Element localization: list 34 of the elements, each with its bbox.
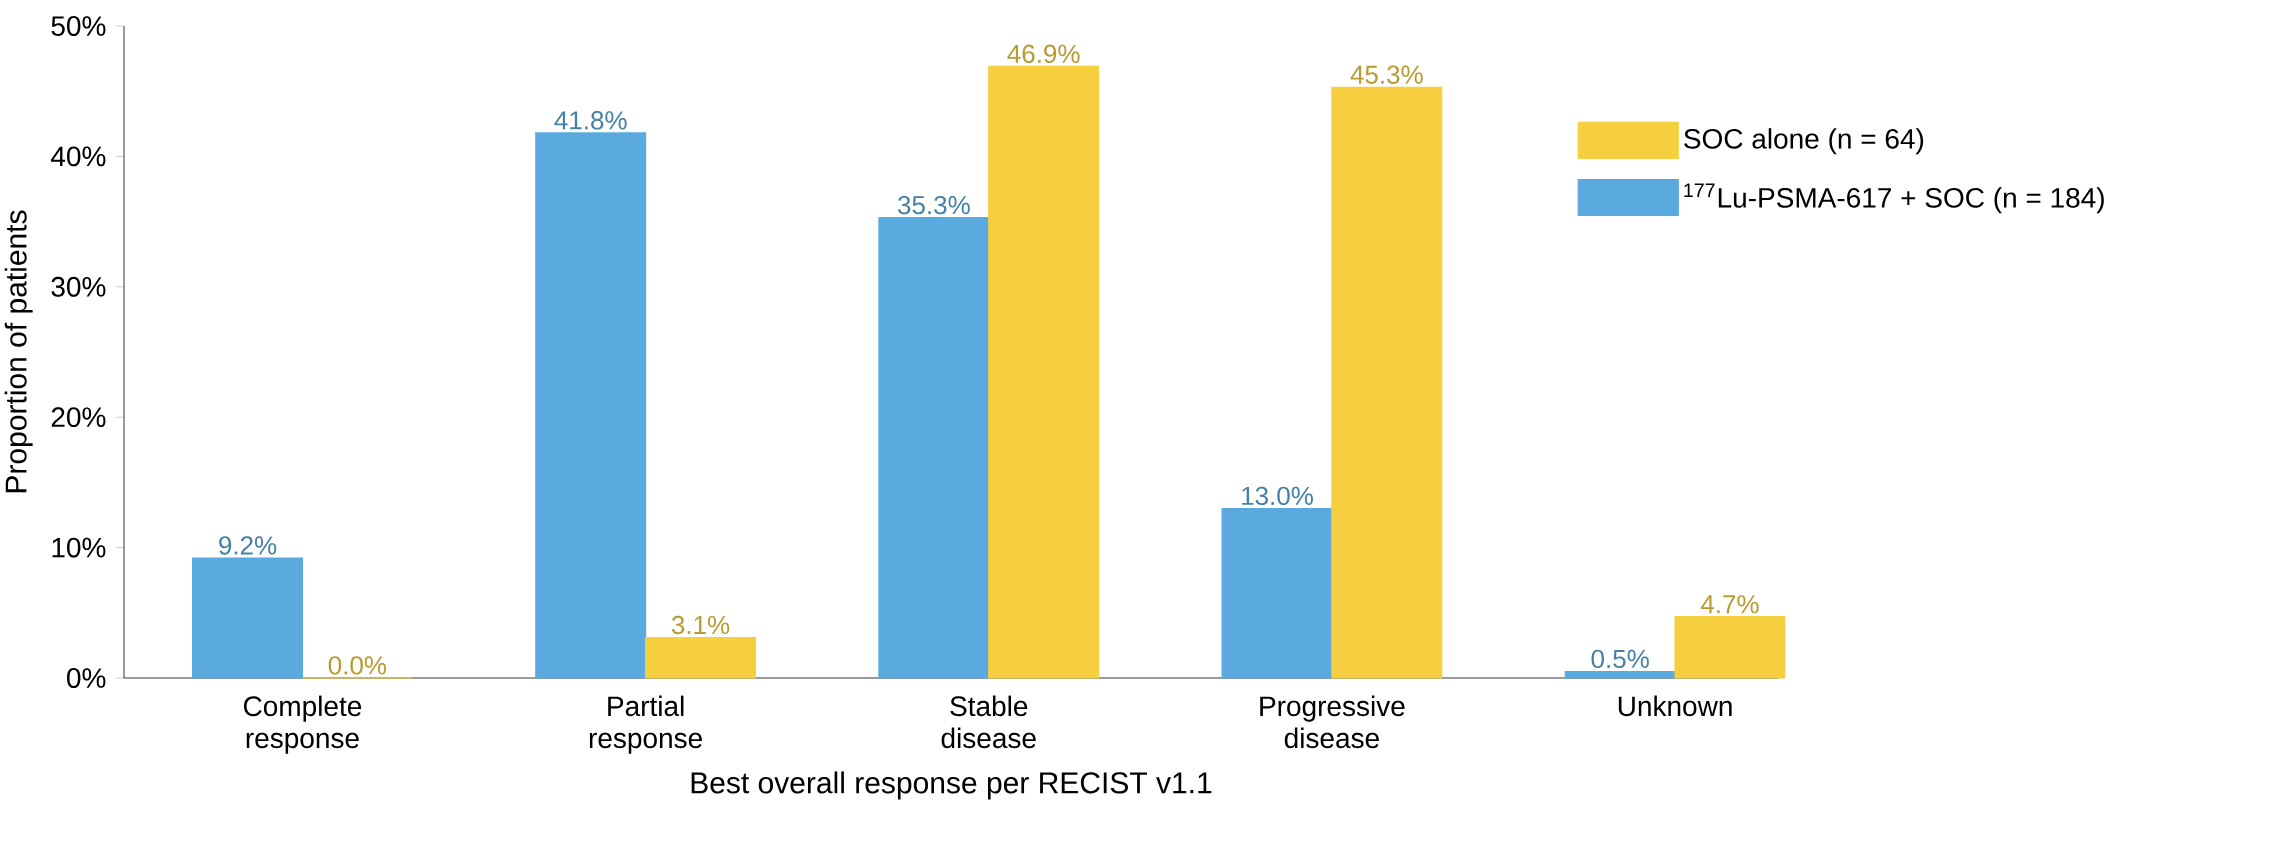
- data-label: 41.8%: [554, 111, 627, 130]
- data-label: 46.9%: [1007, 44, 1080, 64]
- bar: [878, 217, 990, 679]
- bar: [645, 636, 757, 679]
- data-label: 3.1%: [671, 615, 730, 635]
- x-tick-label: Unknown: [1618, 695, 1732, 717]
- data-label: 35.3%: [898, 195, 970, 215]
- x-tick-label: Stable disease: [941, 695, 1036, 749]
- y-tick-label: 40%: [51, 146, 106, 167]
- bar: [1331, 86, 1443, 679]
- legend-label: SOC alone (n = 64): [1684, 128, 1924, 155]
- bar: [192, 557, 304, 679]
- x-axis-title: Best overall response per RECIST v1.1: [691, 771, 1212, 800]
- y-tick-label: 10%: [52, 537, 106, 558]
- y-tick-label: 0%: [67, 668, 106, 688]
- y-tick-label: 20%: [51, 407, 106, 428]
- data-label: 0.0%: [328, 656, 387, 675]
- x-tick-label: Partial response: [589, 695, 702, 754]
- y-tick-label: 50%: [51, 16, 106, 36]
- data-label: 9.2%: [219, 536, 277, 555]
- x-tick-label: Complete response: [243, 695, 362, 754]
- y-axis-title: Proportion of patients: [4, 210, 33, 493]
- data-label: 45.3%: [1350, 65, 1423, 84]
- data-label: 4.7%: [1700, 595, 1759, 614]
- x-tick-label: Progressive disease: [1260, 695, 1405, 749]
- bar: [1564, 670, 1676, 679]
- bar: [1674, 616, 1786, 679]
- data-label: 0.5%: [1591, 649, 1649, 669]
- data-label: 13.0%: [1242, 486, 1313, 506]
- bar: [535, 132, 647, 679]
- y-tick-label: 30%: [51, 276, 106, 297]
- legend-label: $^{177}$Lu-PSMA-617 + SOC (n = 184): [1684, 183, 2104, 214]
- bar: [1221, 507, 1333, 679]
- bar: [988, 65, 1100, 679]
